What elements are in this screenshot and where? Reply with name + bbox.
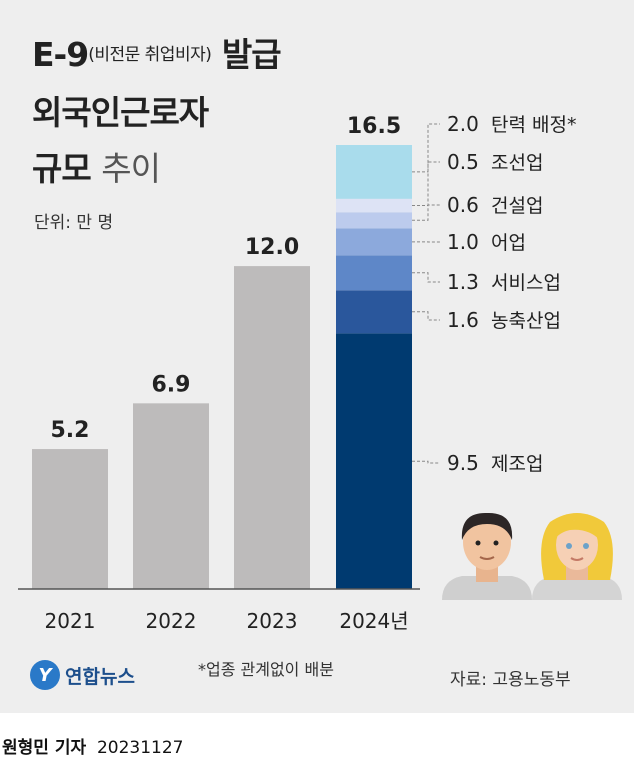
stack-segment-0 xyxy=(336,333,412,589)
leader-line-1 xyxy=(412,311,440,321)
title-line-1: E-9(비전문 취업비자) 발급 xyxy=(32,28,282,76)
title-visa-desc: (비전문 취업비자) xyxy=(88,45,212,65)
bars-group xyxy=(32,266,310,589)
legend-name-3: 어업 xyxy=(491,232,526,254)
leader-line-2 xyxy=(412,272,440,283)
legend-value-5: 0.5 xyxy=(447,150,479,174)
stack-segment-3 xyxy=(336,228,412,256)
title-line-3: 규모 추이 xyxy=(32,142,161,190)
value-label-0: 5.2 xyxy=(51,418,90,443)
leader-line-5 xyxy=(412,161,440,206)
value-label-2: 12.0 xyxy=(245,235,299,260)
legend-value-0: 9.5 xyxy=(447,451,479,475)
value-label-1: 6.9 xyxy=(152,372,191,397)
legend-name-6: 탄력 배정* xyxy=(491,114,576,136)
stack-segment-6 xyxy=(336,145,412,199)
credit-date: 20231127 xyxy=(96,738,184,758)
stacked-bar-2024 xyxy=(336,145,412,589)
yonhap-logo: Y 연합뉴스 xyxy=(30,660,135,690)
legend-value-1: 1.6 xyxy=(447,308,479,332)
stack-legend: 9.5 제조업 1.6 농축산업 1.3 서비스업 1.0 어업 0.6 건설업 0.5 조선업 2.0… xyxy=(412,112,576,475)
bar-2022 xyxy=(133,403,209,589)
leader-line-4 xyxy=(412,204,440,221)
legend-value-6: 2.0 xyxy=(447,112,479,136)
x-label-0: 2021 xyxy=(45,609,96,633)
leader-line-0 xyxy=(412,460,440,464)
legend-name-1: 농축산업 xyxy=(491,310,561,332)
title-scale: 규모 xyxy=(32,149,92,188)
title-trend: 추이 xyxy=(101,149,161,188)
man-illustration xyxy=(442,512,532,600)
bar-chart: 5.2 6.9 12.0 16.5 2021 2022 2023 2024년 9.5 제조업 1… xyxy=(18,112,622,633)
value-labels: 5.2 6.9 12.0 16.5 xyxy=(51,114,402,443)
title-visa-code: E-9 xyxy=(32,35,89,74)
bar-2023 xyxy=(234,266,310,589)
legend-name-2: 서비스업 xyxy=(491,272,561,294)
bar-2021 xyxy=(32,449,108,589)
stack-segment-4 xyxy=(336,212,412,229)
x-label-2: 2023 xyxy=(247,609,298,633)
legend-value-2: 1.3 xyxy=(447,270,479,294)
legend-name-4: 건설업 xyxy=(491,195,543,217)
source-label: 자료: 고용노동부 xyxy=(450,670,571,690)
x-label-1: 2022 xyxy=(146,609,197,633)
reporter-credit: 원형민 기자 20231127 xyxy=(2,733,183,758)
leader-line-6 xyxy=(412,123,440,173)
legend-value-4: 0.6 xyxy=(447,193,479,217)
yonhap-logo-text: 연합뉴스 xyxy=(65,665,135,688)
woman-illustration xyxy=(532,513,622,600)
legend-name-5: 조선업 xyxy=(491,152,543,174)
x-axis-labels: 2021 2022 2023 2024년 xyxy=(45,609,409,633)
yonhap-logo-mark: Y xyxy=(30,660,60,690)
footnote: *업종 관계없이 배분 xyxy=(198,660,334,679)
title-issuance: 발급 xyxy=(221,35,282,74)
stack-segment-1 xyxy=(336,290,412,334)
value-label-3: 16.5 xyxy=(347,114,401,139)
unit-label: 단위: 만 명 xyxy=(34,213,114,233)
stack-segment-5 xyxy=(336,198,412,213)
x-label-3: 2024년 xyxy=(339,609,408,633)
title-line-2: 외국인근로자 xyxy=(32,93,209,132)
stack-segment-2 xyxy=(336,255,412,291)
reporter-name: 원형민 기자 xyxy=(2,738,87,758)
legend-name-0: 제조업 xyxy=(491,453,543,475)
legend-value-3: 1.0 xyxy=(447,230,479,254)
